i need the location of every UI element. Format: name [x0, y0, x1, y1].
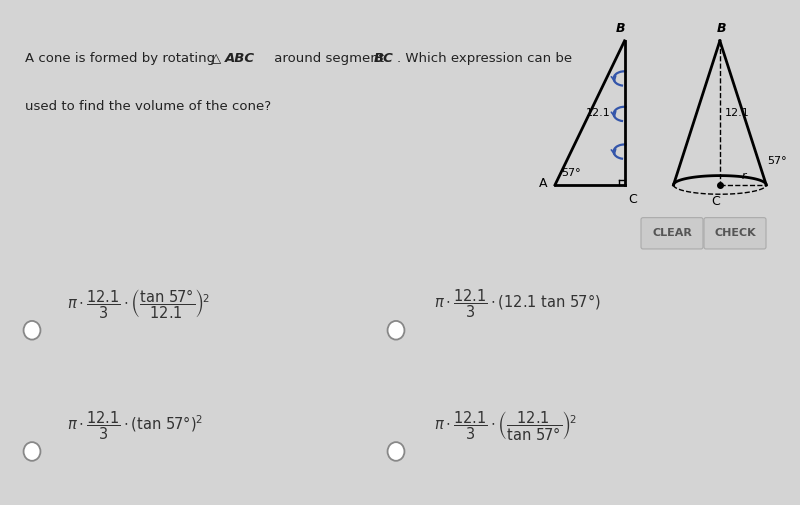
Text: . Which expression can be: . Which expression can be — [398, 52, 573, 65]
Text: CLEAR: CLEAR — [652, 228, 692, 238]
Text: △: △ — [210, 52, 221, 65]
Text: ABC: ABC — [225, 52, 255, 65]
Text: $\pi \cdot \dfrac{12.1}{3} \cdot \left(\dfrac{\mathrm{tan}\ 57°}{12.1}\right)^{\: $\pi \cdot \dfrac{12.1}{3} \cdot \left(\… — [67, 288, 210, 321]
Text: A cone is formed by rotating: A cone is formed by rotating — [25, 52, 219, 65]
Circle shape — [23, 321, 41, 339]
Text: 57°: 57° — [562, 168, 581, 178]
Text: used to find the volume of the cone?: used to find the volume of the cone? — [25, 100, 271, 114]
Text: $\pi \cdot \dfrac{12.1}{3} \cdot (\mathrm{tan}\ 57°)^{2}$: $\pi \cdot \dfrac{12.1}{3} \cdot (\mathr… — [67, 409, 204, 441]
Text: B: B — [616, 22, 626, 35]
Text: C: C — [712, 195, 720, 208]
Circle shape — [23, 442, 41, 461]
Text: B: B — [717, 22, 726, 35]
Text: around segment: around segment — [270, 52, 389, 65]
FancyBboxPatch shape — [641, 218, 703, 249]
Text: A: A — [538, 177, 547, 190]
Text: 12.1: 12.1 — [725, 108, 750, 118]
Text: 12.1: 12.1 — [586, 108, 610, 118]
Text: CHECK: CHECK — [714, 228, 756, 238]
Circle shape — [387, 442, 405, 461]
FancyBboxPatch shape — [704, 218, 766, 249]
Text: BC: BC — [374, 52, 394, 65]
Text: $\pi \cdot \dfrac{12.1}{3} \cdot \left(\dfrac{12.1}{\mathrm{tan}\ 57°}\right)^{\: $\pi \cdot \dfrac{12.1}{3} \cdot \left(\… — [434, 409, 577, 442]
Circle shape — [387, 321, 405, 339]
Text: r: r — [742, 171, 746, 181]
Text: $\pi \cdot \dfrac{12.1}{3} \cdot (12.1\ \mathrm{tan}\ 57°)$: $\pi \cdot \dfrac{12.1}{3} \cdot (12.1\ … — [434, 288, 601, 320]
Text: C: C — [629, 193, 637, 206]
Text: 57°: 57° — [767, 156, 787, 166]
